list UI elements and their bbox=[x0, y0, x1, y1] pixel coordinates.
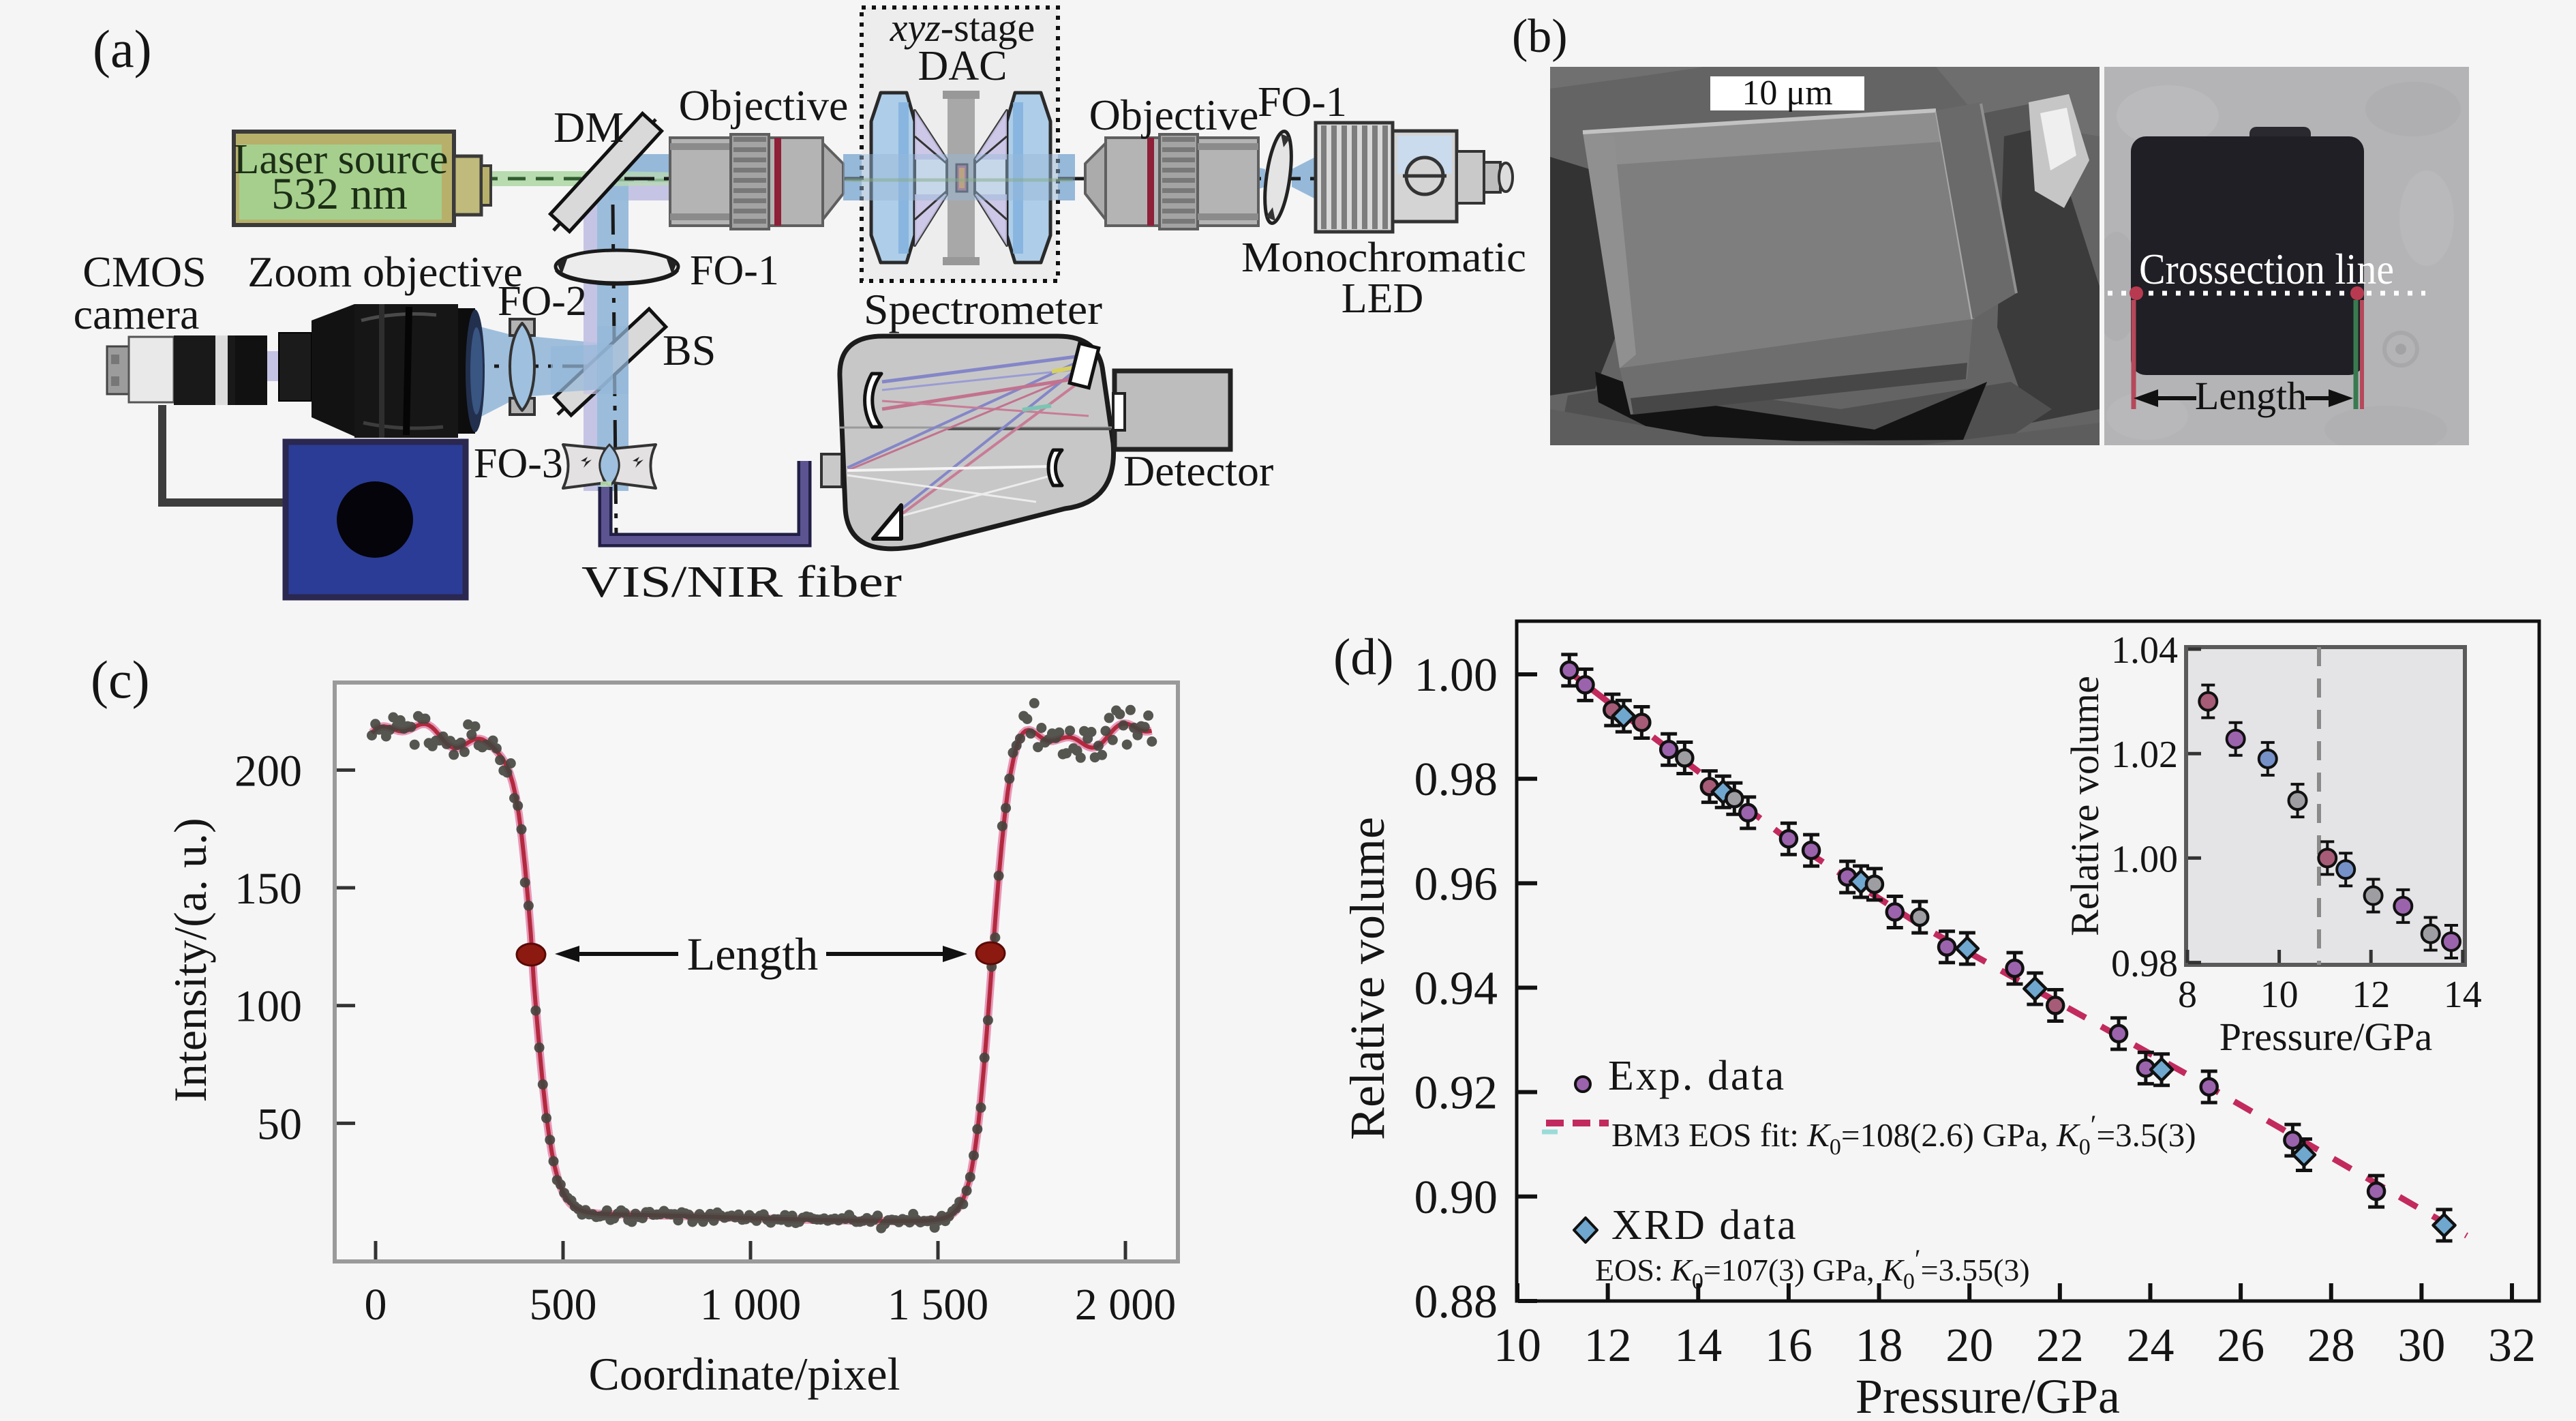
svg-text:0.92: 0.92 bbox=[1414, 1067, 1498, 1120]
svg-text:Detector: Detector bbox=[1123, 447, 1273, 495]
svg-text:16: 16 bbox=[1765, 1319, 1813, 1372]
svg-text:Relative volume: Relative volume bbox=[1340, 817, 1395, 1140]
svg-text:(b): (b) bbox=[1512, 10, 1568, 63]
svg-text:10: 10 bbox=[2260, 974, 2299, 1016]
svg-text:532 nm: 532 nm bbox=[271, 169, 408, 219]
svg-text:2 000: 2 000 bbox=[1075, 1280, 1177, 1330]
svg-text:Spectrometer: Spectrometer bbox=[864, 285, 1102, 333]
svg-text:30: 30 bbox=[2397, 1319, 2445, 1372]
svg-text:FO-1: FO-1 bbox=[690, 248, 779, 294]
svg-text:32: 32 bbox=[2488, 1319, 2536, 1372]
svg-text:(a): (a) bbox=[93, 19, 152, 78]
svg-text:LED: LED bbox=[1342, 275, 1424, 322]
svg-text:(d): (d) bbox=[1333, 629, 1394, 686]
svg-text:(c): (c) bbox=[91, 650, 150, 709]
svg-text:24: 24 bbox=[2126, 1319, 2174, 1372]
svg-text:CMOS: CMOS bbox=[82, 248, 206, 296]
svg-text:Length: Length bbox=[687, 928, 819, 980]
svg-text:VIS/NIR fiber: VIS/NIR fiber bbox=[581, 557, 902, 607]
svg-text:DM: DM bbox=[554, 103, 624, 151]
svg-text:1 000: 1 000 bbox=[700, 1280, 802, 1330]
svg-text:0.88: 0.88 bbox=[1414, 1276, 1498, 1328]
svg-text:1.04: 1.04 bbox=[2111, 629, 2178, 672]
svg-text:12: 12 bbox=[1584, 1319, 1632, 1372]
svg-text:BS: BS bbox=[663, 326, 716, 374]
svg-text:BM3 EOS fit: K0=108(2.6) GPa,: BM3 EOS fit: K0=108(2.6) GPa, K0′=3.5(3) bbox=[1611, 1109, 2196, 1160]
svg-text:FO-2: FO-2 bbox=[498, 278, 587, 325]
svg-text:12: 12 bbox=[2352, 974, 2390, 1016]
svg-text:14: 14 bbox=[2444, 974, 2482, 1016]
svg-text:Crossection line: Crossection line bbox=[2139, 245, 2394, 293]
svg-text:14: 14 bbox=[1674, 1319, 1722, 1372]
svg-text:26: 26 bbox=[2217, 1319, 2264, 1372]
svg-text:xyz-stage: xyz-stage bbox=[890, 5, 1035, 50]
svg-text:100: 100 bbox=[234, 982, 302, 1032]
svg-text:FO-1: FO-1 bbox=[1258, 79, 1347, 125]
svg-text:Monochromatic: Monochromatic bbox=[1241, 235, 1526, 281]
svg-text:8: 8 bbox=[2178, 974, 2197, 1016]
svg-text:Length: Length bbox=[2195, 374, 2307, 418]
svg-text:DAC: DAC bbox=[918, 43, 1007, 89]
svg-text:22: 22 bbox=[2036, 1319, 2084, 1372]
svg-text:0.90: 0.90 bbox=[1414, 1171, 1498, 1224]
svg-text:1.02: 1.02 bbox=[2111, 734, 2178, 776]
svg-text:XRD data: XRD data bbox=[1611, 1202, 1798, 1248]
svg-text:1.00: 1.00 bbox=[2111, 838, 2178, 880]
svg-text:18: 18 bbox=[1855, 1319, 1903, 1372]
svg-text:Relative volume: Relative volume bbox=[2063, 676, 2107, 936]
svg-text:28: 28 bbox=[2307, 1319, 2355, 1372]
svg-text:0.94: 0.94 bbox=[1414, 962, 1498, 1015]
svg-text:150: 150 bbox=[234, 864, 302, 914]
svg-text:camera: camera bbox=[74, 290, 200, 338]
svg-text:Objective: Objective bbox=[1089, 91, 1259, 139]
svg-text:Pressure/GPa: Pressure/GPa bbox=[2219, 1015, 2433, 1059]
svg-text:Objective: Objective bbox=[679, 81, 849, 130]
svg-text:10: 10 bbox=[1494, 1319, 1541, 1372]
svg-text:Exp. data: Exp. data bbox=[1608, 1053, 1786, 1099]
svg-text:Zoom objective: Zoom objective bbox=[247, 248, 522, 296]
svg-text:0.96: 0.96 bbox=[1414, 858, 1498, 910]
svg-text:0.98: 0.98 bbox=[2111, 943, 2178, 985]
svg-text:500: 500 bbox=[530, 1280, 597, 1330]
svg-text:EOS: K0=107(3) GPa, K0′=3.55(3: EOS: K0=107(3) GPa, K0′=3.55(3) bbox=[1595, 1244, 2030, 1294]
svg-text:10 μm: 10 μm bbox=[1742, 74, 1832, 113]
svg-text:1.00: 1.00 bbox=[1414, 649, 1498, 702]
svg-text:50: 50 bbox=[257, 1099, 302, 1149]
svg-text:Intensity/(a. u.): Intensity/(a. u.) bbox=[164, 818, 216, 1102]
svg-text:Pressure/GPa: Pressure/GPa bbox=[1855, 1369, 2120, 1421]
svg-text:Coordinate/pixel: Coordinate/pixel bbox=[588, 1348, 900, 1400]
svg-text:FO-3: FO-3 bbox=[474, 440, 563, 487]
svg-text:20: 20 bbox=[1945, 1319, 1993, 1372]
svg-text:1 500: 1 500 bbox=[888, 1280, 989, 1330]
svg-text:0: 0 bbox=[365, 1280, 387, 1330]
svg-text:200: 200 bbox=[234, 746, 302, 796]
svg-text:Laser source: Laser source bbox=[234, 136, 449, 183]
svg-text:0.98: 0.98 bbox=[1414, 753, 1498, 806]
